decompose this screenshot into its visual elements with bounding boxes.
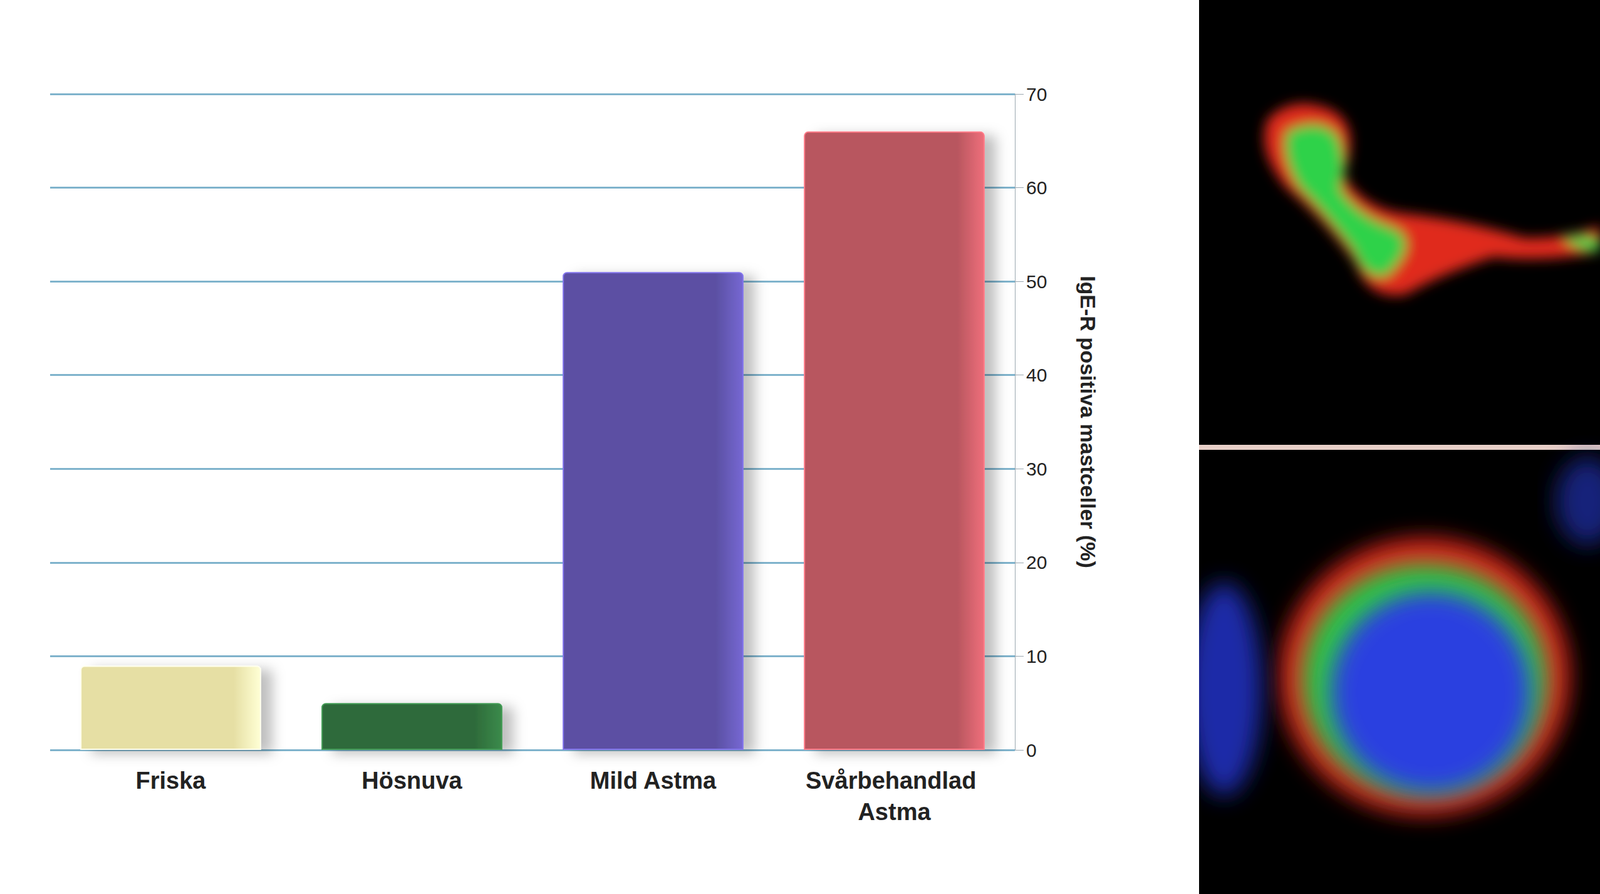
svg-text:IgE-R positiva mastceller (%): IgE-R positiva mastceller (%) [1076,275,1101,569]
svg-text:70: 70 [1026,83,1047,105]
svg-text:20: 20 [1026,551,1047,573]
svg-text:60: 60 [1026,177,1047,198]
svg-text:Hösnuva: Hösnuva [361,767,463,794]
svg-text:50: 50 [1026,271,1047,292]
svg-text:40: 40 [1026,364,1047,386]
svg-text:30: 30 [1026,458,1047,480]
svg-text:Astma: Astma [857,798,931,826]
svg-text:Mild Astma: Mild Astma [590,767,717,794]
svg-text:Friska: Friska [135,767,207,794]
svg-text:0: 0 [1026,739,1037,761]
svg-text:10: 10 [1026,645,1047,667]
svg-text:Svårbehandlad: Svårbehandlad [805,767,983,794]
